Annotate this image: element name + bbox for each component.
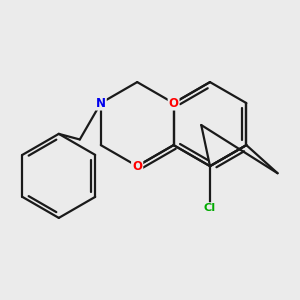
Text: O: O bbox=[132, 160, 142, 172]
Text: O: O bbox=[169, 97, 178, 110]
Text: Cl: Cl bbox=[204, 203, 216, 213]
Text: N: N bbox=[96, 97, 106, 110]
Text: O: O bbox=[132, 160, 142, 172]
